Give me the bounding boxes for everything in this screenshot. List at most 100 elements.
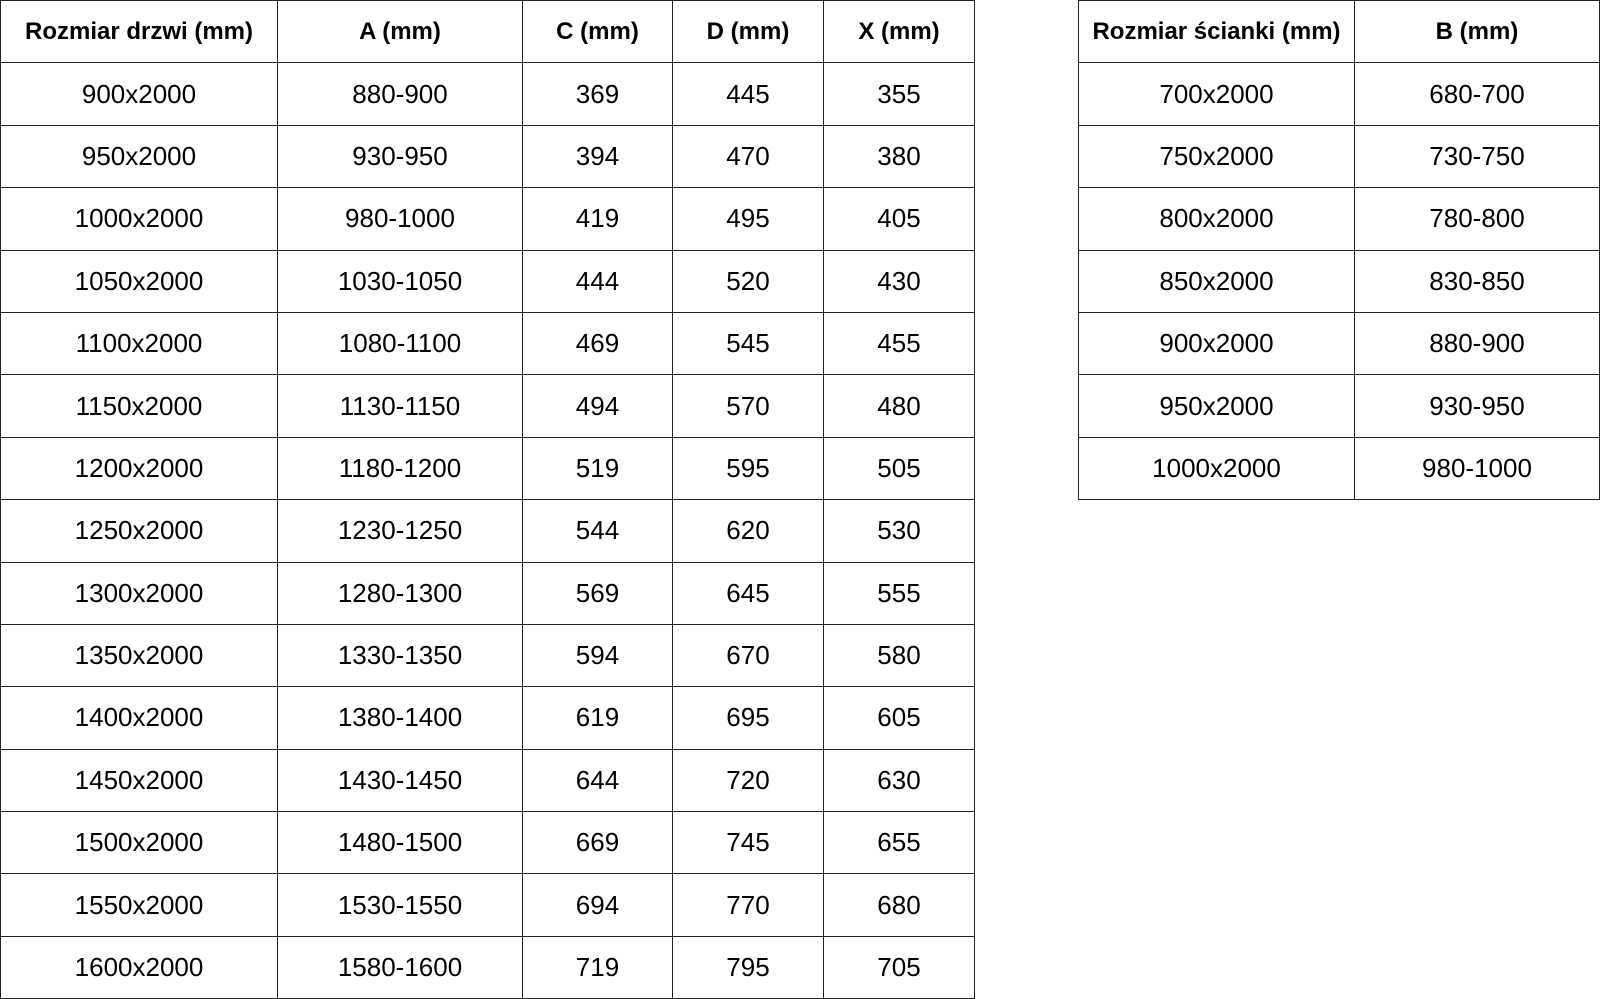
column-header: X (mm) (823, 0, 975, 64)
table-cell: 750x2000 (1078, 124, 1355, 189)
table-cell: 430 (823, 249, 975, 313)
table-row: 900x2000 880-900 369 445 355 (0, 62, 975, 126)
table-cell: 480 (823, 374, 975, 438)
table-cell: 530 (823, 499, 975, 563)
table-cell: 444 (522, 249, 673, 313)
table-cell: 1530-1550 (277, 873, 523, 937)
table-row: 1200x2000 1180-1200 519 595 505 (0, 436, 975, 501)
table-row: 700x2000 680-700 (1078, 62, 1600, 126)
table-cell: 770 (672, 873, 824, 937)
table-cell: 455 (823, 311, 975, 376)
table-cell: 1100x2000 (0, 311, 278, 376)
table-cell: 1580-1600 (277, 935, 523, 999)
table-cell: 580 (823, 623, 975, 688)
table-cell: 380 (823, 124, 975, 189)
table-cell: 620 (672, 499, 824, 563)
table-cell: 569 (522, 561, 673, 625)
table-row: 950x2000 930-950 394 470 380 (0, 124, 975, 189)
table-row: 1050x2000 1030-1050 444 520 430 (0, 249, 975, 313)
table-cell: 705 (823, 935, 975, 999)
table-row: 1550x2000 1530-1550 694 770 680 (0, 873, 975, 937)
table-cell: 730-750 (1354, 124, 1600, 189)
table-cell: 850x2000 (1078, 249, 1355, 313)
table-cell: 1250x2000 (0, 499, 278, 563)
table-row: 1150x2000 1130-1150 494 570 480 (0, 374, 975, 438)
column-header: A (mm) (277, 0, 523, 64)
table-cell: 594 (522, 623, 673, 688)
table-cell: 470 (672, 124, 824, 189)
table-cell: 394 (522, 124, 673, 189)
column-header: Rozmiar drzwi (mm) (0, 0, 278, 64)
table-cell: 520 (672, 249, 824, 313)
table-row: 900x2000 880-900 (1078, 311, 1600, 376)
table-cell: 630 (823, 748, 975, 813)
table-cell: 1350x2000 (0, 623, 278, 688)
table-row: 1500x2000 1480-1500 669 745 655 (0, 811, 975, 875)
table-cell: 469 (522, 311, 673, 376)
table-cell: 419 (522, 187, 673, 251)
table-cell: 1180-1200 (277, 436, 523, 501)
header-row: Rozmiar ścianki (mm) B (mm) (1078, 0, 1600, 64)
table-cell: 830-850 (1354, 249, 1600, 313)
table-row: 800x2000 780-800 (1078, 187, 1600, 251)
table-cell: 900x2000 (0, 62, 278, 126)
table-cell: 745 (672, 811, 824, 875)
table-cell: 695 (672, 686, 824, 750)
table-cell: 519 (522, 436, 673, 501)
table-row: 1000x2000 980-1000 419 495 405 (0, 187, 975, 251)
table-cell: 1280-1300 (277, 561, 523, 625)
table-cell: 670 (672, 623, 824, 688)
table-cell: 1430-1450 (277, 748, 523, 813)
table-row: 950x2000 930-950 (1078, 374, 1600, 438)
table-cell: 619 (522, 686, 673, 750)
table-cell: 980-1000 (277, 187, 523, 251)
table-cell: 930-950 (277, 124, 523, 189)
table-cell: 405 (823, 187, 975, 251)
table-cell: 645 (672, 561, 824, 625)
column-header: D (mm) (672, 0, 824, 64)
table-cell: 495 (672, 187, 824, 251)
table-cell: 595 (672, 436, 824, 501)
header-row: Rozmiar drzwi (mm) A (mm) C (mm) D (mm) X (m… (0, 0, 975, 64)
table-cell: 950x2000 (1078, 374, 1355, 438)
table-row: 1250x2000 1230-1250 544 620 530 (0, 499, 975, 563)
table-cell: 1150x2000 (0, 374, 278, 438)
table-cell: 950x2000 (0, 124, 278, 189)
table-row: 850x2000 830-850 (1078, 249, 1600, 313)
table-cell: 1400x2000 (0, 686, 278, 750)
table-cell: 1450x2000 (0, 748, 278, 813)
table-cell: 900x2000 (1078, 311, 1355, 376)
column-header: Rozmiar ścianki (mm) (1078, 0, 1355, 64)
table-cell: 880-900 (277, 62, 523, 126)
table-cell: 1030-1050 (277, 249, 523, 313)
table-cell: 655 (823, 811, 975, 875)
table-cell: 1600x2000 (0, 935, 278, 999)
table-cell: 980-1000 (1354, 436, 1600, 501)
door-size-table: Rozmiar drzwi (mm) A (mm) C (mm) D (mm) X (m… (0, 0, 975, 999)
table-cell: 930-950 (1354, 374, 1600, 438)
table-cell: 494 (522, 374, 673, 438)
table-cell: 1380-1400 (277, 686, 523, 750)
table-row: 1000x2000 980-1000 (1078, 436, 1600, 501)
table-cell: 1230-1250 (277, 499, 523, 563)
table-row: 1300x2000 1280-1300 569 645 555 (0, 561, 975, 625)
table-row: 750x2000 730-750 (1078, 124, 1600, 189)
table-cell: 605 (823, 686, 975, 750)
column-header: B (mm) (1354, 0, 1600, 64)
table-cell: 694 (522, 873, 673, 937)
table-row: 1600x2000 1580-1600 719 795 705 (0, 935, 975, 999)
table-cell: 1130-1150 (277, 374, 523, 438)
table-cell: 570 (672, 374, 824, 438)
table-cell: 719 (522, 935, 673, 999)
table-row: 1100x2000 1080-1100 469 545 455 (0, 311, 975, 376)
table-cell: 1300x2000 (0, 561, 278, 625)
table-cell: 1480-1500 (277, 811, 523, 875)
table-cell: 680 (823, 873, 975, 937)
table-cell: 800x2000 (1078, 187, 1355, 251)
table-cell: 669 (522, 811, 673, 875)
table-cell: 1330-1350 (277, 623, 523, 688)
table-cell: 545 (672, 311, 824, 376)
table-cell: 1000x2000 (1078, 436, 1355, 501)
table-cell: 680-700 (1354, 62, 1600, 126)
table-cell: 720 (672, 748, 824, 813)
